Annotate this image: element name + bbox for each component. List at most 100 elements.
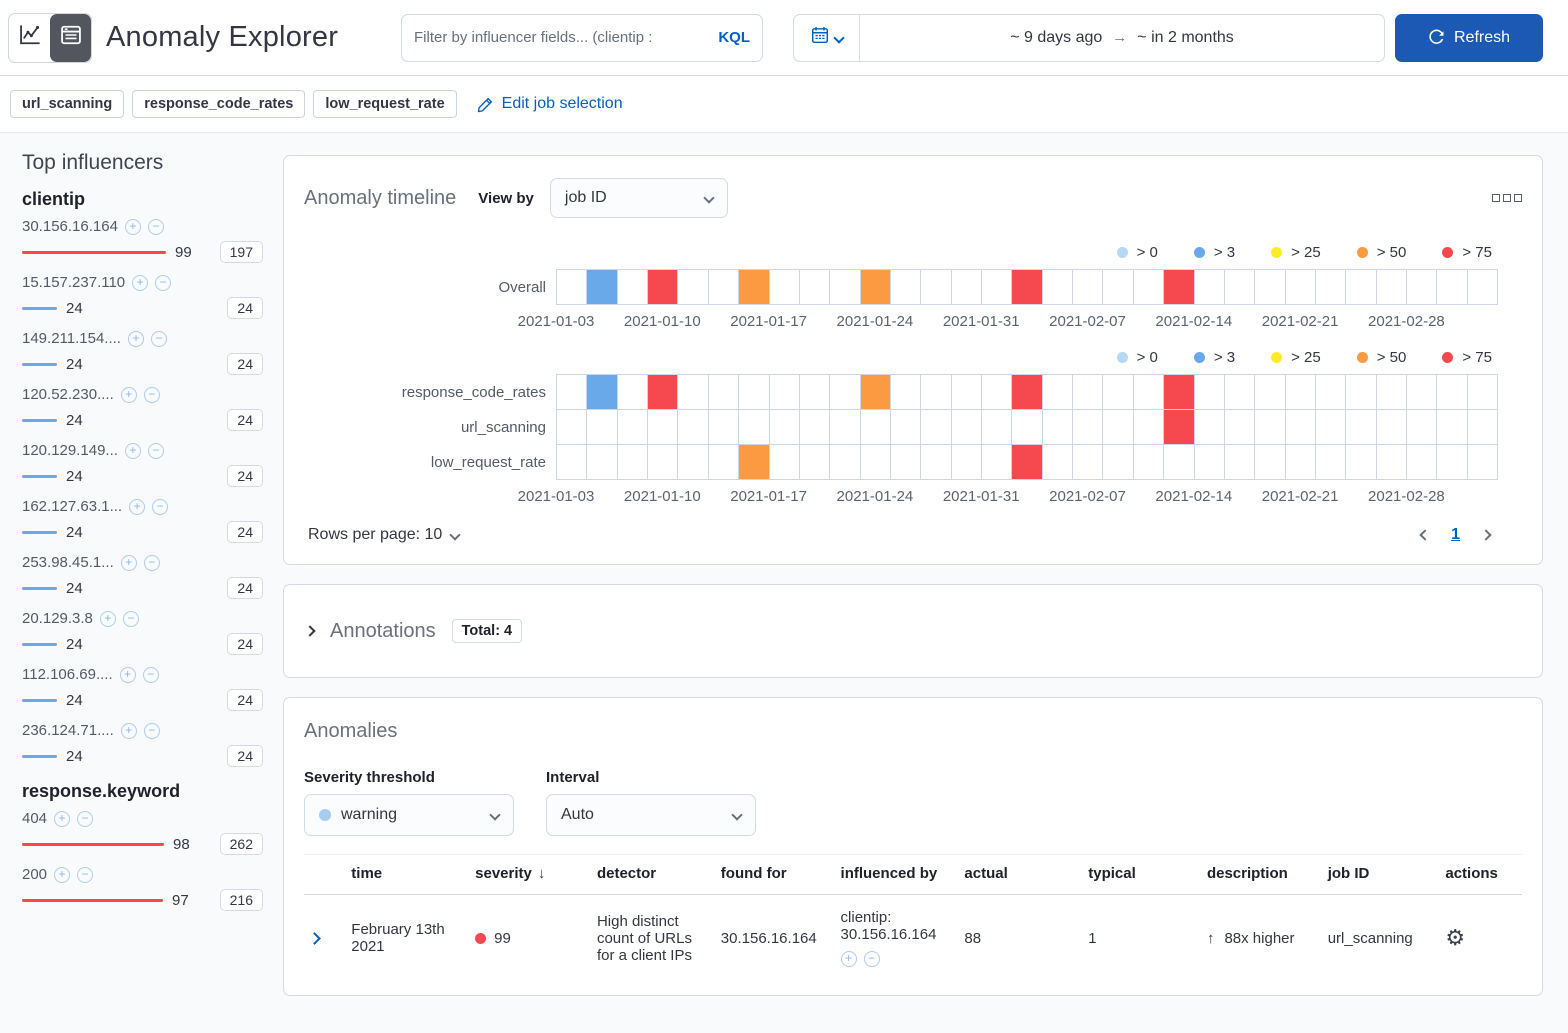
charts-view-toggle[interactable] [9, 14, 50, 62]
add-filter-icon[interactable]: + [127, 330, 144, 347]
swimlane-cell[interactable] [1134, 445, 1165, 479]
panel-options-icon[interactable] [1492, 194, 1522, 202]
swimlane-cell[interactable] [1073, 375, 1104, 409]
swimlane-cell[interactable] [1407, 445, 1438, 479]
remove-filter-icon[interactable]: − [150, 330, 167, 347]
influencer-value[interactable]: 120.52.230.... [22, 386, 114, 403]
date-picker-quick-menu[interactable] [794, 14, 860, 61]
swimlane-cell[interactable] [1164, 445, 1195, 479]
swimlane-cell[interactable] [1225, 445, 1256, 479]
swimlane-cell[interactable] [860, 375, 891, 409]
swimlane-cell[interactable] [1012, 445, 1043, 479]
swimlane-cell[interactable] [1195, 375, 1225, 409]
influencer-value[interactable]: 149.211.154.... [22, 330, 121, 347]
swimlane-cell[interactable] [618, 445, 649, 479]
swimlane-cell[interactable] [1073, 410, 1104, 444]
swimlane-cell[interactable] [587, 410, 618, 444]
page-number[interactable]: 1 [1451, 526, 1460, 543]
swimlane-cell[interactable] [678, 410, 709, 444]
gear-icon[interactable]: ⚙ [1445, 925, 1466, 950]
influencer-value[interactable]: 112.106.69.... [22, 666, 113, 683]
date-range[interactable]: ~ 9 days ago → ~ in 2 months [860, 15, 1384, 61]
column-header-severity[interactable]: severity ↓ [469, 854, 591, 895]
job-badge[interactable]: low_request_rate [313, 90, 457, 118]
add-filter-icon[interactable]: + [119, 666, 136, 683]
swimlane-cell[interactable] [1316, 375, 1347, 409]
remove-filter-icon[interactable]: − [863, 951, 880, 967]
refresh-button[interactable]: Refresh [1395, 13, 1543, 62]
swimlane-cell[interactable] [952, 375, 983, 409]
column-header-actions[interactable]: actions [1439, 854, 1522, 895]
swimlane-cell[interactable] [1012, 375, 1043, 409]
influencer-value[interactable]: 30.156.16.164 [22, 218, 118, 235]
influencer-value[interactable]: 200 [22, 866, 48, 883]
swimlane-cell[interactable] [830, 445, 861, 479]
swimlane-cell[interactable] [1377, 375, 1408, 409]
remove-filter-icon[interactable]: − [143, 722, 160, 739]
swimlane-cell[interactable] [1043, 270, 1074, 304]
swimlane-cell[interactable] [557, 410, 588, 444]
job-swimlane-cells[interactable] [556, 444, 1498, 480]
swimlane-cell[interactable] [1407, 375, 1438, 409]
swimlane-cell[interactable] [1043, 410, 1074, 444]
remove-filter-icon[interactable]: − [147, 442, 164, 459]
column-header-found-for[interactable]: found for [714, 854, 835, 895]
swimlane-cell[interactable] [1043, 375, 1074, 409]
swimlane-cell[interactable] [1286, 375, 1316, 409]
swimlane-cell[interactable] [861, 445, 891, 479]
swimlane-cell[interactable] [1255, 410, 1286, 444]
add-filter-icon[interactable]: + [132, 274, 149, 291]
influencer-value[interactable]: 404 [22, 810, 48, 827]
swimlane-cell[interactable] [739, 445, 770, 479]
remove-filter-icon[interactable]: − [152, 498, 169, 515]
swimlane-cell[interactable] [800, 270, 831, 304]
swimlane-cell[interactable] [861, 410, 891, 444]
swimlane-cell[interactable] [800, 445, 831, 479]
swimlane-cell[interactable] [557, 445, 588, 479]
swimlane-cell[interactable] [678, 445, 709, 479]
swimlane-cell[interactable] [1468, 445, 1497, 479]
swimlane-cell[interactable] [678, 375, 709, 409]
swimlane-cell[interactable] [1468, 270, 1497, 304]
swimlane-cell[interactable] [1195, 270, 1225, 304]
swimlane-cell[interactable] [709, 375, 740, 409]
rows-per-page-button[interactable]: Rows per page: 10 [308, 526, 461, 544]
swimlane-cell[interactable] [1407, 410, 1438, 444]
swimlane-cell[interactable] [891, 445, 922, 479]
swimlane-cell[interactable] [1316, 270, 1347, 304]
next-page-icon[interactable] [1480, 529, 1492, 541]
swimlane-cell[interactable] [1286, 445, 1316, 479]
swimlane-cell[interactable] [952, 410, 983, 444]
swimlane-cell[interactable] [891, 375, 922, 409]
influencer-value[interactable]: 120.129.149... [22, 442, 118, 459]
swimlane-cell[interactable] [830, 375, 861, 409]
swimlane-cell[interactable] [1377, 445, 1408, 479]
swimlane-cell[interactable] [557, 375, 588, 409]
swimlane-cell[interactable] [1346, 375, 1377, 409]
column-header-detector[interactable]: detector [590, 854, 715, 895]
date-range-start[interactable]: ~ 9 days ago [1010, 28, 1103, 46]
swimlane-cell[interactable] [1255, 270, 1286, 304]
swimlane-cell[interactable] [648, 410, 679, 444]
influencer-filter-input[interactable] [414, 29, 713, 46]
kql-toggle[interactable]: KQL [718, 29, 750, 46]
influencer-value[interactable]: 20.129.3.8 [22, 610, 93, 627]
influencer-value[interactable]: 15.157.237.110 [22, 274, 126, 291]
swimlane-cell[interactable] [982, 270, 1013, 304]
add-filter-icon[interactable]: + [120, 554, 137, 571]
swimlane-cell[interactable] [709, 410, 740, 444]
swimlane-cell[interactable] [618, 270, 649, 304]
add-filter-icon[interactable]: + [129, 498, 146, 515]
remove-filter-icon[interactable]: − [143, 386, 160, 403]
swimlane-cell[interactable] [921, 410, 952, 444]
swimlane-cell[interactable] [1103, 445, 1134, 479]
swimlane-cell[interactable] [1316, 410, 1347, 444]
swimlane-cell[interactable] [1043, 445, 1074, 479]
swimlane-cell[interactable] [709, 445, 740, 479]
swimlane-cell[interactable] [891, 410, 922, 444]
swimlane-cell[interactable] [557, 270, 588, 304]
swimlane-cell[interactable] [1346, 270, 1377, 304]
swimlane-cell[interactable] [770, 410, 800, 444]
swimlane-cell[interactable] [1103, 270, 1134, 304]
add-filter-icon[interactable]: + [99, 610, 116, 627]
